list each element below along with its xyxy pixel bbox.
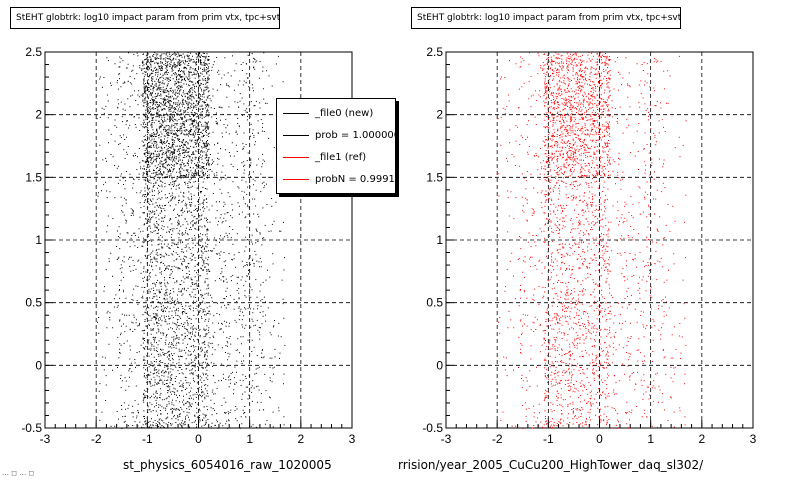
y-tick-label: 0.5 [426, 296, 443, 310]
x-tick-label: -3 [40, 432, 51, 446]
y-tick-label: -0.5 [422, 421, 443, 435]
legend-label: prob = 1.000000 [315, 129, 396, 141]
legend-entry-prob: prob = 1.000000 [283, 127, 396, 143]
left-x-label: st_physics_6054016_raw_1020005 [123, 458, 332, 472]
right-x-label: rrision/year_2005_CuCu200_HighTower_daq_… [398, 458, 704, 472]
scatter-point-set [497, 52, 687, 429]
x-tick-label: -2 [91, 432, 102, 446]
x-tick-label: 0 [596, 432, 603, 446]
legend-line-ref [283, 156, 309, 158]
y-tick-label: 1.5 [426, 170, 443, 184]
y-tick-label: 2 [436, 108, 443, 122]
legend-entry-probn: probN = 0.99914 [283, 171, 396, 187]
x-tick-label: 0 [195, 432, 202, 446]
x-tick-label: -1 [543, 432, 554, 446]
y-tick-label: 1 [436, 233, 443, 247]
y-tick-label: 2 [35, 108, 42, 122]
legend-entry-file1: _file1 (ref) [283, 149, 366, 165]
right-chart-title: StEHT globtrk: log10 impact param from p… [411, 7, 681, 29]
y-tick-label: 0 [436, 358, 443, 372]
legend-label: _file0 (new) [315, 107, 374, 119]
y-tick-label: 2.5 [426, 45, 443, 59]
x-tick-label: 3 [349, 432, 356, 446]
legend-line-new [283, 112, 309, 114]
x-tick-label: -2 [492, 432, 503, 446]
legend-entry-file0: _file0 (new) [283, 105, 373, 121]
y-tick-label: 1 [35, 233, 42, 247]
scatter-points [497, 52, 687, 429]
legend-label: _file1 (ref) [315, 151, 367, 163]
x-tick-label: -3 [441, 432, 452, 446]
y-tick-label: 0 [35, 358, 42, 372]
x-tick-label: 1 [246, 432, 253, 446]
x-tick-label: 3 [750, 432, 757, 446]
legend-line-probn [283, 178, 309, 180]
y-tick-label: -0.5 [21, 421, 42, 435]
y-tick-label: 2.5 [25, 45, 42, 59]
x-tick-label: 2 [297, 432, 304, 446]
y-tick-label: 1.5 [25, 170, 42, 184]
x-tick-label: -1 [142, 432, 153, 446]
footer-note: … ◻ … ◻ [2, 469, 35, 477]
legend-label: probN = 0.99914 [315, 173, 396, 185]
x-tick-label: 2 [698, 432, 705, 446]
y-tick-label: 0.5 [25, 296, 42, 310]
scatter-point-set [96, 52, 286, 429]
left-chart-title: StEHT globtrk: log10 impact param from p… [10, 7, 280, 29]
scatter-points [96, 52, 286, 429]
legend-line-prob [283, 134, 309, 136]
legend: _file0 (new) prob = 1.000000 _file1 (ref… [276, 98, 396, 194]
x-tick-label: 1 [647, 432, 654, 446]
